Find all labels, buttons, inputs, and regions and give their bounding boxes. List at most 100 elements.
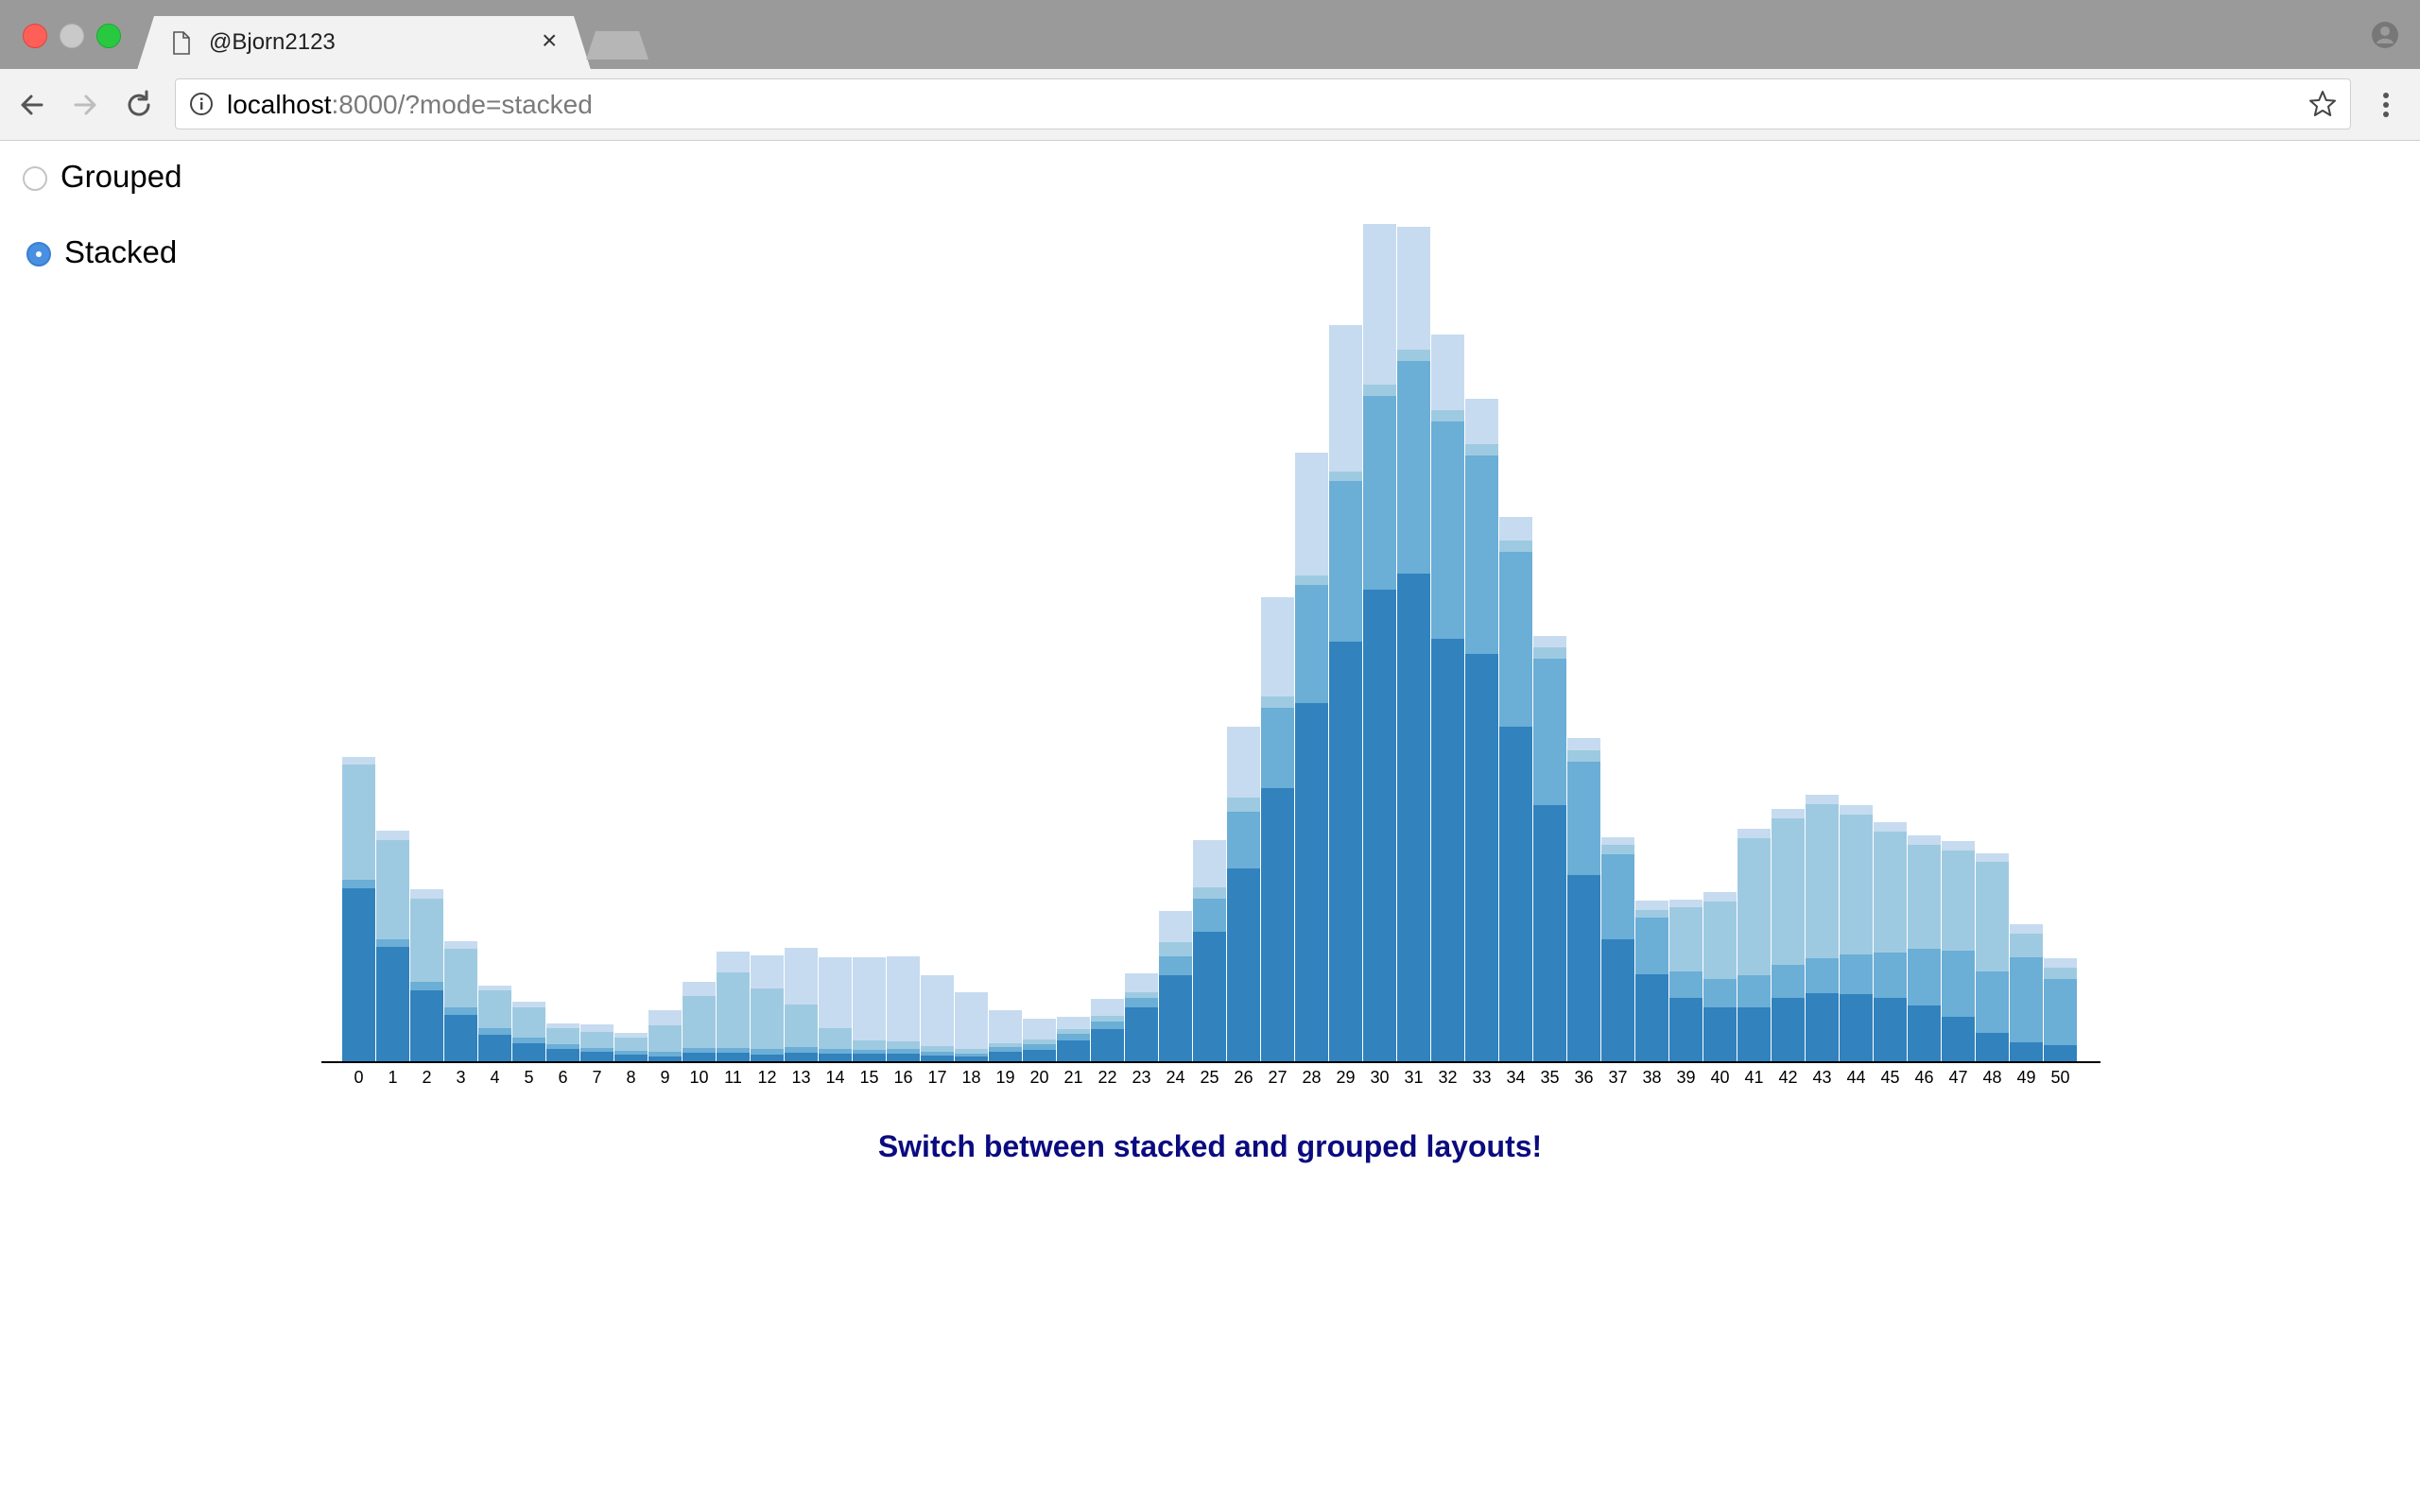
tab-title: @Bjorn2123: [209, 29, 336, 55]
window-maximize-button[interactable]: [96, 24, 121, 48]
x-tick-label: 25: [1200, 1068, 1219, 1087]
x-tick-label: 6: [558, 1068, 567, 1087]
bar-33-layer-1: [1465, 455, 1498, 654]
bar-36-layer-3: [1567, 738, 1600, 750]
bar-29-layer-2: [1329, 472, 1362, 481]
bar-5-layer-1: [512, 1038, 545, 1043]
page-icon: [173, 31, 190, 55]
bar-2-layer-3: [410, 889, 443, 899]
bar-43-layer-0: [1806, 993, 1839, 1062]
bar-31-layer-3: [1397, 227, 1430, 350]
bar-28-layer-0: [1295, 703, 1328, 1062]
bar-41-layer-3: [1737, 829, 1771, 838]
x-tick-label: 36: [1574, 1068, 1593, 1087]
bar-20-layer-0: [1023, 1050, 1056, 1062]
reload-icon[interactable]: [122, 88, 156, 122]
url-text[interactable]: localhost:8000/?mode=stacked: [227, 90, 593, 120]
address-bar[interactable]: localhost:8000/?mode=stacked: [175, 78, 2351, 129]
bar-13-layer-3: [785, 948, 818, 1005]
bar-30-layer-3: [1363, 224, 1396, 385]
bar-17-layer-0: [921, 1056, 954, 1062]
bar-45-layer-2: [1874, 832, 1907, 953]
bar-24-layer-0: [1159, 975, 1192, 1062]
bar-43-layer-3: [1806, 795, 1839, 804]
bar-45-layer-3: [1874, 822, 1907, 832]
active-tab[interactable]: @Bjorn2123 ×: [137, 16, 591, 70]
bar-9-layer-2: [648, 1025, 682, 1052]
x-tick-label: 27: [1268, 1068, 1287, 1087]
window-minimize-button[interactable]: [60, 24, 84, 48]
x-tick-label: 18: [961, 1068, 980, 1087]
bar-0-layer-0: [342, 888, 375, 1062]
radio-selected-dot: [36, 251, 42, 257]
bar-28-layer-2: [1295, 576, 1328, 585]
bar-42-layer-3: [1772, 809, 1805, 818]
stacked-radio[interactable]: [26, 242, 51, 266]
x-tick-label: 45: [1880, 1068, 1899, 1087]
bar-21-layer-0: [1057, 1040, 1090, 1062]
bar-30-layer-1: [1363, 396, 1396, 590]
bar-33-layer-3: [1465, 399, 1498, 444]
bar-40-layer-2: [1703, 902, 1737, 979]
bar-22-layer-1: [1091, 1022, 1124, 1029]
bar-44-layer-3: [1840, 805, 1873, 815]
bar-13-layer-2: [785, 1005, 818, 1047]
bar-21-layer-2: [1057, 1029, 1090, 1034]
x-tick-label: 21: [1063, 1068, 1082, 1087]
bar-46-layer-2: [1908, 845, 1941, 949]
forward-arrow-icon[interactable]: [68, 88, 102, 122]
bar-32-layer-0: [1431, 639, 1464, 1062]
bar-23-layer-0: [1125, 1007, 1158, 1062]
bar-16-layer-2: [887, 1041, 920, 1049]
kebab-menu-icon[interactable]: [2377, 88, 2395, 122]
x-tick-label: 31: [1404, 1068, 1423, 1087]
x-tick-label: 20: [1029, 1068, 1048, 1087]
bar-26-layer-2: [1227, 798, 1260, 812]
bar-9-layer-0: [648, 1057, 682, 1062]
profile-icon[interactable]: [2371, 21, 2399, 49]
tab-bar: @Bjorn2123 ×: [0, 0, 2420, 70]
bar-25-layer-3: [1193, 840, 1226, 887]
x-tick-label: 34: [1506, 1068, 1525, 1087]
bar-6-layer-1: [546, 1044, 579, 1049]
bar-9-layer-1: [648, 1052, 682, 1057]
bar-3-layer-1: [444, 1007, 477, 1015]
bar-23-layer-3: [1125, 973, 1158, 992]
bar-21-layer-1: [1057, 1034, 1090, 1040]
bar-15-layer-0: [853, 1054, 886, 1062]
bar-1-layer-0: [376, 947, 409, 1062]
new-tab-button[interactable]: [586, 31, 648, 60]
bar-12-layer-0: [751, 1055, 784, 1062]
stacked-label[interactable]: Stacked: [64, 234, 178, 269]
bars-group: [342, 224, 2077, 1062]
x-tick-label: 47: [1948, 1068, 1967, 1087]
tab-close-icon[interactable]: ×: [542, 26, 558, 55]
bar-8-layer-0: [614, 1055, 648, 1062]
bar-16-layer-1: [887, 1049, 920, 1054]
bar-0-layer-2: [342, 765, 375, 880]
url-host: localhost: [227, 90, 332, 119]
grouped-label[interactable]: Grouped: [60, 159, 182, 194]
stacked-bar-chart: 0 1 2 3 4 5 6 7 8 9 10 11 12 13 14 15 16 17 18 19 20 21 22 23 24…: [321, 224, 2100, 1087]
bar-49-layer-1: [2010, 957, 2043, 1042]
bar-43-layer-2: [1806, 804, 1839, 958]
bar-11-layer-0: [717, 1053, 750, 1062]
bar-25-layer-0: [1193, 932, 1226, 1062]
bar-7-layer-0: [580, 1052, 614, 1062]
info-icon[interactable]: [189, 92, 214, 116]
bar-34-layer-2: [1499, 541, 1532, 552]
x-tick-label: 32: [1438, 1068, 1457, 1087]
bar-23-layer-2: [1125, 992, 1158, 998]
back-arrow-icon[interactable]: [15, 88, 49, 122]
bar-47-layer-0: [1942, 1017, 1975, 1062]
bar-29-layer-1: [1329, 481, 1362, 642]
bookmark-star-icon[interactable]: [2308, 90, 2337, 118]
window-close-button[interactable]: [23, 24, 47, 48]
grouped-radio[interactable]: [23, 166, 47, 191]
bar-14-layer-1: [819, 1049, 852, 1054]
x-axis-ticks: 0 1 2 3 4 5 6 7 8 9 10 11 12 13 14 15 16 17 18 19 20 21 22 23 24…: [354, 1068, 2069, 1087]
bar-40-layer-0: [1703, 1007, 1737, 1062]
bar-17-layer-3: [921, 975, 954, 1046]
bar-44-layer-0: [1840, 994, 1873, 1062]
x-tick-label: 37: [1608, 1068, 1627, 1087]
